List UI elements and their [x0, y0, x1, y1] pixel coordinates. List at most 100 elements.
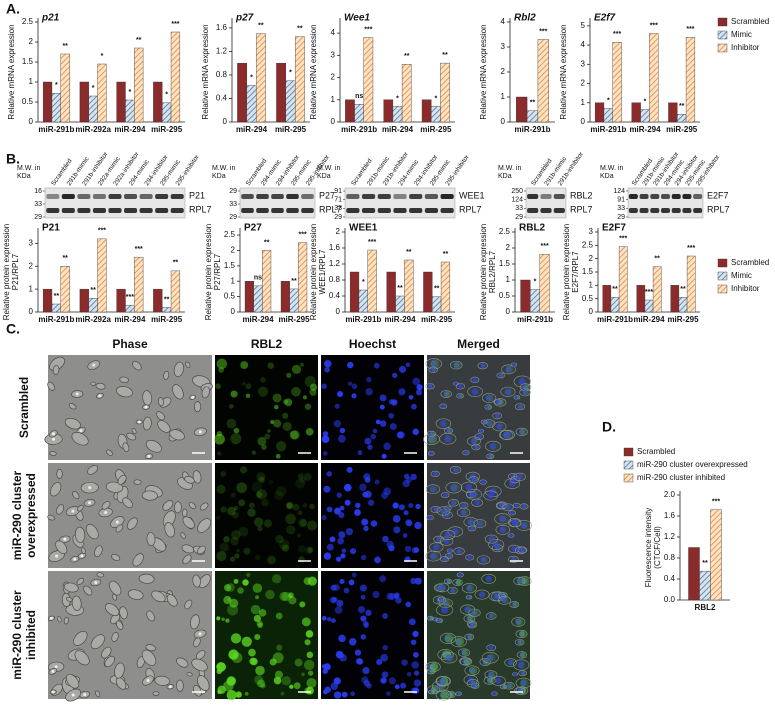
protein-label: P27	[319, 190, 335, 200]
nucleus	[359, 584, 367, 592]
cell	[164, 522, 175, 538]
y-tick-label: 2	[581, 79, 586, 88]
cell	[456, 393, 464, 399]
nucleus	[361, 518, 369, 526]
cell-signal	[480, 556, 489, 564]
cell-signal	[279, 539, 290, 550]
y-tick-label: 0.5	[582, 294, 594, 303]
nucleus	[363, 622, 369, 628]
nucleus	[466, 595, 472, 600]
cell-bright	[51, 690, 55, 694]
cell-bright	[115, 520, 119, 524]
cell-signal	[244, 691, 249, 696]
cell	[122, 442, 130, 452]
cell	[468, 476, 479, 484]
cell	[465, 554, 475, 561]
cell-signal	[504, 387, 514, 396]
cell	[502, 503, 514, 512]
cell	[513, 659, 530, 671]
cell-signal	[230, 433, 242, 445]
nucleus	[465, 483, 473, 491]
cell-signal	[515, 617, 524, 626]
nucleus	[321, 615, 327, 621]
cell-signal	[248, 502, 255, 509]
nucleus	[428, 435, 435, 443]
cell-signal	[218, 366, 224, 373]
x-tick-label: miR-292a	[75, 315, 111, 324]
cell	[432, 595, 446, 605]
legend-label: Mimic	[731, 30, 752, 39]
bar	[162, 307, 172, 313]
band	[682, 194, 692, 199]
y-tick-label: 0	[589, 307, 594, 316]
bar	[363, 37, 374, 123]
blot	[525, 187, 567, 219]
significance: ***	[98, 228, 106, 235]
mw-marker: 71	[334, 197, 342, 204]
y-axis-label: Relative protein expression	[562, 224, 571, 321]
nucleus	[401, 659, 408, 666]
significance: ***	[539, 28, 547, 35]
legend-label: Inhibitor	[731, 284, 760, 293]
significance: **	[654, 256, 660, 263]
nucleus	[433, 544, 440, 551]
nucleus	[366, 377, 372, 383]
legend-swatch	[717, 17, 728, 27]
nucleus	[487, 492, 494, 499]
cell-signal	[433, 471, 439, 477]
cell	[428, 366, 438, 374]
nucleus	[347, 361, 354, 369]
significance: **	[680, 286, 686, 293]
cell	[132, 553, 144, 567]
nucleus	[429, 451, 434, 456]
legend-label: Inhibitor	[731, 43, 760, 52]
y-axis-label: Relative mRNA expression	[7, 24, 16, 119]
nucleus	[467, 554, 473, 560]
cell-signal	[446, 579, 452, 584]
nucleus	[430, 367, 436, 373]
nucleus	[322, 668, 328, 675]
cell	[460, 481, 478, 493]
band	[671, 194, 681, 199]
cell	[83, 585, 93, 596]
protein-label: RPL7	[189, 204, 212, 214]
cell-signal	[464, 605, 473, 614]
cell-signal	[465, 483, 474, 492]
nucleus	[414, 577, 422, 585]
cell	[457, 648, 471, 657]
nucleus	[498, 373, 504, 378]
chart-title: P27	[244, 223, 262, 234]
cell-signal	[428, 383, 434, 389]
y-axis-label: P27/RPL7	[213, 253, 222, 290]
nucleus	[506, 682, 512, 689]
nucleus	[397, 431, 405, 439]
cell-signal	[299, 519, 308, 527]
cell	[169, 429, 185, 441]
cell	[138, 573, 155, 584]
cell	[71, 432, 89, 446]
nucleus	[466, 584, 473, 592]
cell	[460, 604, 476, 615]
nucleus	[341, 548, 347, 553]
cell	[176, 679, 184, 692]
y-tick-label: 1.6	[329, 243, 341, 252]
cell	[467, 386, 483, 398]
band	[424, 194, 439, 199]
nucleus	[337, 434, 346, 443]
cell-signal	[492, 592, 501, 601]
nucleus	[360, 634, 367, 640]
cell	[192, 574, 201, 588]
cell	[464, 665, 480, 676]
cell	[142, 416, 152, 431]
y-tick-label: 2	[336, 227, 341, 236]
cell	[131, 427, 137, 434]
protein-label: E2F7	[707, 190, 729, 200]
nucleus	[394, 684, 400, 690]
y-tick-label: 2	[501, 67, 506, 76]
cell	[56, 468, 63, 479]
significance: *	[434, 95, 437, 102]
y-tick-label: 2.5	[22, 17, 34, 26]
cell-signal	[217, 451, 222, 456]
nucleus	[333, 420, 342, 428]
cell	[57, 616, 62, 623]
